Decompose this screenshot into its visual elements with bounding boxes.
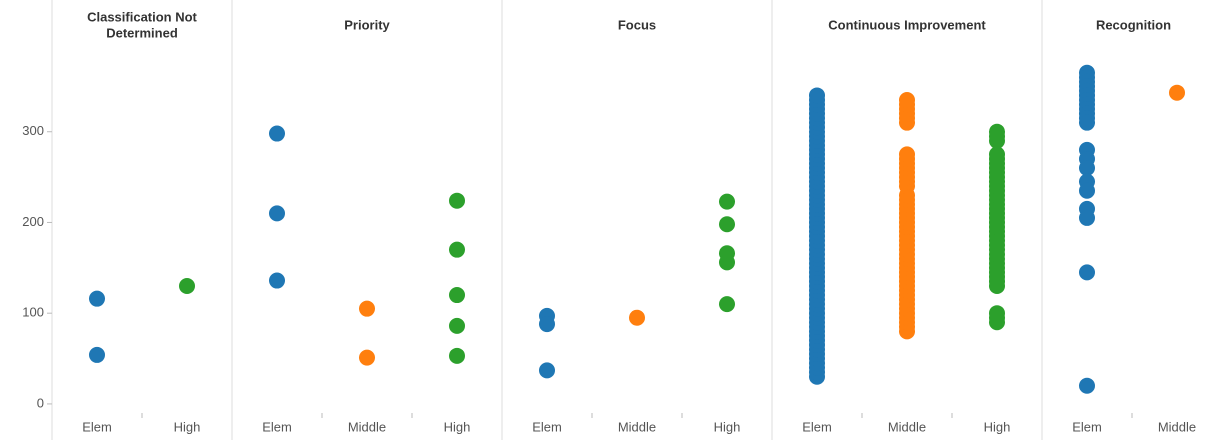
point [179, 277, 195, 294]
panel-title: Recognition [1096, 17, 1171, 32]
point [1079, 114, 1095, 131]
x-tick-label: Middle [1158, 419, 1196, 434]
point [449, 347, 465, 364]
panel-title: Focus [618, 17, 656, 32]
point [899, 91, 915, 108]
point [989, 123, 1005, 140]
x-tick-label: Elem [802, 419, 832, 434]
point [1079, 377, 1095, 394]
point [809, 87, 825, 104]
x-tick-label: Middle [888, 419, 926, 434]
x-tick-label: High [714, 419, 741, 434]
point [359, 300, 375, 317]
point [449, 317, 465, 334]
y-tick-label: 0 [37, 395, 44, 410]
point [539, 362, 555, 379]
point [719, 254, 735, 271]
panel-title: Continuous Improvement [828, 17, 986, 32]
point [449, 192, 465, 209]
point [1079, 160, 1095, 177]
point [89, 346, 105, 363]
point [989, 305, 1005, 322]
point [449, 241, 465, 258]
x-tick-label: Middle [618, 419, 656, 434]
y-tick-label: 200 [22, 214, 44, 229]
point [1079, 182, 1095, 199]
point [1169, 84, 1185, 101]
point [989, 146, 1005, 163]
point [269, 125, 285, 142]
x-tick-label: Elem [262, 419, 292, 434]
x-tick-label: Elem [82, 419, 112, 434]
point [89, 290, 105, 307]
point [1079, 264, 1095, 281]
x-tick-label: Elem [1072, 419, 1102, 434]
panel-title: Classification Not [87, 9, 197, 24]
point [899, 146, 915, 163]
x-tick-label: High [984, 419, 1011, 434]
point [719, 193, 735, 210]
x-tick-label: Elem [532, 419, 562, 434]
y-tick-label: 100 [22, 305, 44, 320]
point [629, 309, 645, 326]
point [719, 296, 735, 313]
x-tick-label: Middle [348, 419, 386, 434]
point [359, 349, 375, 366]
point [449, 287, 465, 304]
panel-title: Determined [106, 25, 178, 40]
panel-title: Priority [344, 17, 390, 32]
x-tick-label: High [444, 419, 471, 434]
point [269, 272, 285, 289]
point [1079, 209, 1095, 226]
point [719, 216, 735, 233]
x-tick-label: High [174, 419, 201, 434]
point [269, 205, 285, 222]
point [539, 316, 555, 333]
y-tick-label: 300 [22, 123, 44, 138]
